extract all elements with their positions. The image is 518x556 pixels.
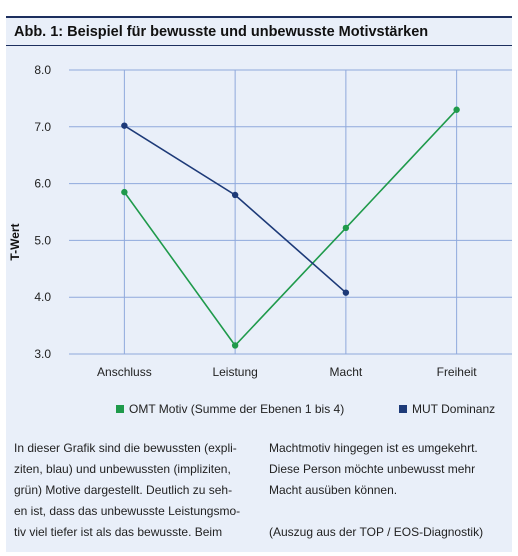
- data-point: [453, 106, 460, 113]
- x-tick-label: Anschluss: [97, 365, 152, 379]
- figure-title: Abb. 1: Beispiel für bewusste und unbewu…: [14, 24, 429, 40]
- figure-panel: Abb. 1: Beispiel für bewusste und unbewu…: [6, 16, 512, 552]
- line-chart: 3.0 4.0 5.0 6.0 7.0 8.0 Anschluss Leistung Mach…: [8, 63, 512, 379]
- legend-item-omt: OMT Motiv (Summe der Ebenen 1 bis 4): [116, 402, 344, 416]
- chart-grid: [69, 69, 512, 355]
- caption-right: Machtmotiv hingegen ist es umgekehrt. Di…: [269, 441, 484, 539]
- y-tick-label: 3.0: [34, 347, 51, 361]
- legend-label-mut: MUT Dominanz: [412, 402, 496, 416]
- legend-label-omt: OMT Motiv (Summe der Ebenen 1 bis 4): [129, 402, 345, 416]
- series-line-0: [123, 109, 458, 347]
- data-point: [231, 342, 239, 349]
- x-tick-label: Freiheit: [437, 365, 478, 379]
- data-point: [121, 122, 128, 129]
- legend-swatch-mut: [399, 405, 407, 413]
- y-tick-label: 4.0: [34, 290, 51, 304]
- y-axis-label: T-Wert: [8, 223, 22, 260]
- y-tick-label: 8.0: [34, 63, 51, 77]
- chart-series: [121, 106, 460, 349]
- title-divider: [6, 45, 512, 46]
- y-tick-label: 5.0: [34, 233, 51, 247]
- legend-swatch-omt: [116, 405, 124, 413]
- x-axis-ticks: Anschluss Leistung Macht Freiheit: [97, 365, 477, 379]
- x-tick-label: Macht: [330, 365, 363, 379]
- data-point: [342, 289, 350, 296]
- legend-item-mut: MUT Dominanz: [399, 402, 495, 416]
- y-tick-label: 7.0: [34, 120, 51, 134]
- y-tick-label: 6.0: [34, 177, 51, 191]
- caption-left: In dieser Grafik sind die bewussten (exp…: [14, 441, 241, 539]
- y-axis-ticks: 3.0 4.0 5.0 6.0 7.0 8.0: [34, 63, 51, 361]
- x-tick-label: Leistung: [212, 365, 257, 379]
- data-point: [231, 191, 239, 199]
- data-point: [342, 224, 350, 232]
- data-point: [121, 188, 128, 196]
